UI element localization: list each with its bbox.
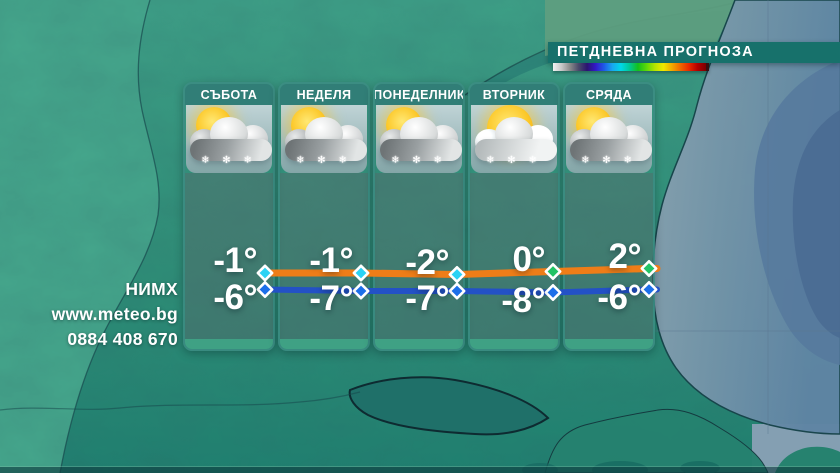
day-column-sunday: НЕДЕЛЯ ❄ ✻ ❄: [278, 82, 370, 351]
page-title: ПЕТДНЕВНА ПРОГНОЗА: [557, 44, 754, 60]
weather-icon-sun-clouds-snow: ❄ ✻ ❄: [186, 105, 272, 173]
column-body-panel: [565, 173, 653, 339]
day-column-tuesday: ВТОРНИК ❄ ✻ ❄: [468, 82, 560, 351]
phone-number: 0884 408 670: [67, 329, 178, 349]
day-column-saturday: СЪБОТА ❄ ✻ ❄: [183, 82, 275, 351]
title-banner: ПЕТДНЕВНА ПРОГНОЗА: [548, 42, 840, 63]
column-footer-band: [565, 339, 653, 349]
column-body-panel: [375, 173, 463, 339]
day-name-label: ПОНЕДЕЛНИК: [375, 84, 463, 105]
cloud-icon: [285, 139, 367, 161]
day-name-label: НЕДЕЛЯ: [280, 84, 368, 105]
day-column-wednesday: СРЯДА ❄ ✻ ❄: [563, 82, 655, 351]
snowflakes-icon: ❄ ✻ ❄: [486, 155, 542, 166]
day-name-label: СЪБОТА: [185, 84, 273, 105]
snowflakes-icon: ❄ ✻ ❄: [296, 155, 352, 166]
day-name-label: СРЯДА: [565, 84, 653, 105]
cloud-icon: [380, 139, 462, 161]
forecast-columns: СЪБОТА ❄ ✻ ❄ НЕДЕЛЯ ❄ ✻ ❄: [183, 82, 655, 351]
snowflakes-icon: ❄ ✻ ❄: [391, 155, 447, 166]
cloud-icon: [570, 139, 652, 161]
column-body-panel: [185, 173, 273, 339]
snowflakes-icon: ❄ ✻ ❄: [581, 155, 637, 166]
weather-icon-sun-clouds-snow: ❄ ✻ ❄: [376, 105, 462, 173]
temperature-scale-bar: [553, 63, 709, 71]
column-body-panel: [470, 173, 558, 339]
day-column-monday: ПОНЕДЕЛНИК ❄ ✻ ❄: [373, 82, 465, 351]
cloud-icon: [475, 139, 557, 161]
weather-icon-sun-bright-clouds-snow: ❄ ✻ ❄: [471, 105, 557, 173]
weather-icon-sun-clouds-snow: ❄ ✻ ❄: [566, 105, 652, 173]
column-body-panel: [280, 173, 368, 339]
weather-icon-sun-clouds-snow: ❄ ✻ ❄: [281, 105, 367, 173]
cloud-icon: [190, 139, 272, 161]
snowflakes-icon: ❄ ✻ ❄: [201, 155, 257, 166]
website-url: www.meteo.bg: [51, 304, 178, 324]
column-footer-band: [470, 339, 558, 349]
column-footer-band: [280, 339, 368, 349]
org-name: НИМХ: [125, 279, 178, 299]
column-footer-band: [375, 339, 463, 349]
day-name-label: ВТОРНИК: [470, 84, 558, 105]
column-footer-band: [185, 339, 273, 349]
contact-info: НИМХ www.meteo.bg 0884 408 670: [0, 277, 178, 352]
